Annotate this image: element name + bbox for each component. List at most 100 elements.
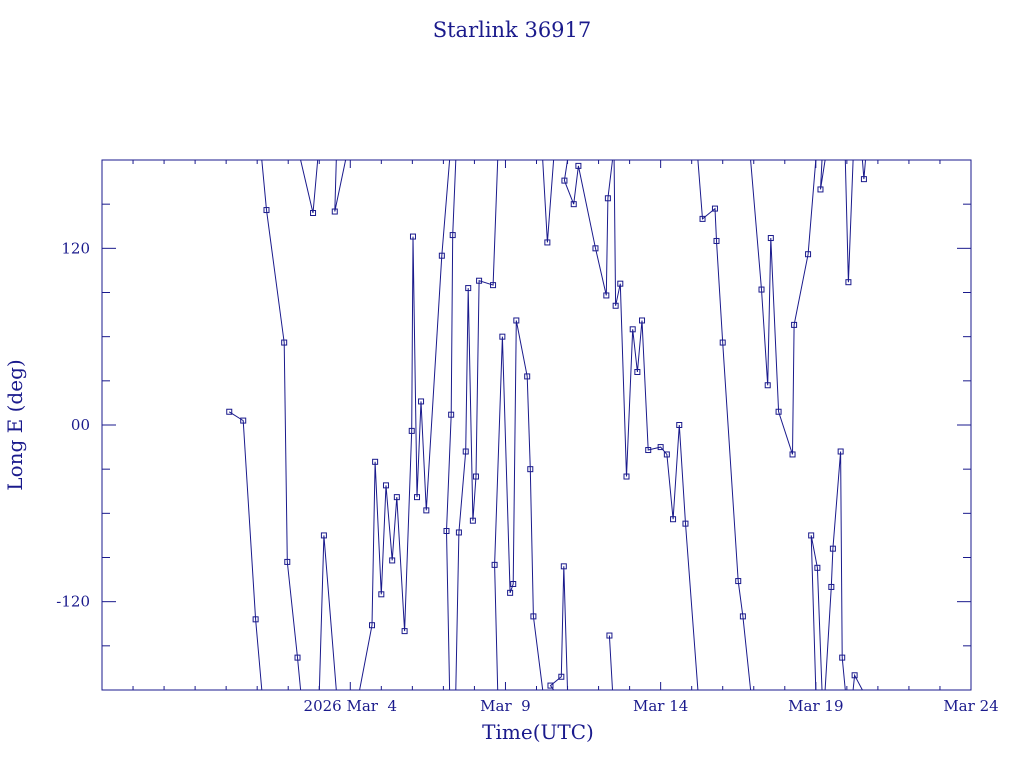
series-line [359, 160, 451, 690]
data-point [310, 210, 317, 216]
data-point [699, 215, 706, 222]
y-tick-label: 120 [61, 239, 90, 257]
data-point [378, 591, 385, 598]
data-point [491, 561, 498, 568]
series-group [226, 160, 867, 690]
series-line [608, 635, 613, 690]
series-line [810, 535, 823, 690]
data-point [226, 408, 233, 415]
data-point [423, 507, 430, 514]
data-point [252, 616, 259, 623]
data-point [530, 613, 537, 620]
data-point [284, 558, 291, 565]
x-tick-label: Mar 19 [788, 697, 843, 715]
data-point [845, 279, 852, 286]
series-line [300, 160, 319, 214]
data-point [389, 557, 396, 564]
data-point [401, 628, 408, 635]
data-point [639, 317, 646, 324]
x-tick-label: Mar 9 [480, 697, 531, 715]
data-point [645, 447, 652, 454]
data-point [294, 654, 301, 661]
data-point [476, 277, 483, 284]
data-point [393, 494, 400, 501]
x-axis-label: Time(UTC) [482, 720, 594, 744]
data-point [629, 326, 636, 333]
series-line [549, 566, 568, 690]
data-point [443, 528, 450, 534]
axis-ticks [102, 160, 971, 690]
data-point [240, 417, 247, 424]
data-point [469, 517, 476, 524]
data-point [499, 333, 506, 340]
data-point [682, 520, 689, 527]
data-point [670, 516, 677, 523]
data-point [634, 369, 641, 375]
data-point [369, 622, 376, 629]
data-point [570, 201, 577, 208]
series-line [445, 160, 457, 690]
data-point [657, 444, 664, 451]
series-line [563, 160, 613, 296]
data-point [408, 427, 415, 434]
data-point [829, 545, 836, 552]
data-point [676, 422, 683, 428]
data-point [490, 282, 497, 289]
plot-frame [101, 159, 972, 691]
data-point [860, 176, 867, 183]
series-line [613, 160, 699, 690]
series-line [824, 451, 846, 690]
data-point [544, 239, 551, 246]
y-tick-label: 00 [71, 416, 90, 434]
series-line [542, 160, 555, 243]
data-point [719, 339, 726, 346]
series-line [261, 160, 302, 690]
data-point [561, 177, 568, 184]
x-tick-label: 2026 Mar 4 [304, 697, 398, 715]
data-point [372, 458, 379, 465]
data-point [711, 205, 718, 212]
data-point [527, 466, 534, 473]
data-point [575, 162, 582, 169]
data-point [817, 186, 824, 193]
tick-labels: 2026 Mar 4 Mar 9 Mar 14 Mar 19 Mar 24 120 00 -1… [56, 239, 998, 715]
series-line [861, 160, 866, 180]
data-point [735, 578, 742, 585]
x-tick-label: Mar 24 [943, 697, 998, 715]
data-point [409, 233, 416, 240]
data-point [510, 581, 517, 587]
series-line [317, 535, 337, 690]
data-point [767, 235, 774, 242]
data-point [331, 208, 338, 215]
data-point [524, 373, 531, 380]
data-point [604, 195, 611, 202]
y-axis-label: Long E (deg) [3, 359, 27, 490]
chart-title: Starlink 36917 [433, 18, 592, 42]
data-point [713, 237, 720, 244]
x-tick-label: Mar 14 [633, 697, 688, 715]
series-line [228, 411, 263, 690]
data-point [558, 673, 565, 680]
data-point [603, 292, 610, 299]
data-series [226, 160, 867, 690]
data-point [438, 252, 445, 259]
data-point [281, 339, 288, 346]
data-point [513, 317, 520, 324]
series-line [852, 673, 863, 690]
data-point [814, 564, 821, 571]
data-point [828, 583, 835, 590]
y-tick-label: -120 [56, 593, 90, 611]
data-point [612, 302, 619, 309]
data-point [418, 398, 425, 405]
series-line [455, 160, 499, 690]
data-point [592, 245, 599, 252]
data-point [465, 285, 472, 292]
series-line [750, 160, 817, 455]
data-point [851, 672, 858, 679]
data-point [455, 529, 462, 536]
series-line [334, 160, 347, 212]
data-point [623, 473, 630, 480]
data-point [775, 408, 782, 415]
data-point [414, 494, 421, 501]
